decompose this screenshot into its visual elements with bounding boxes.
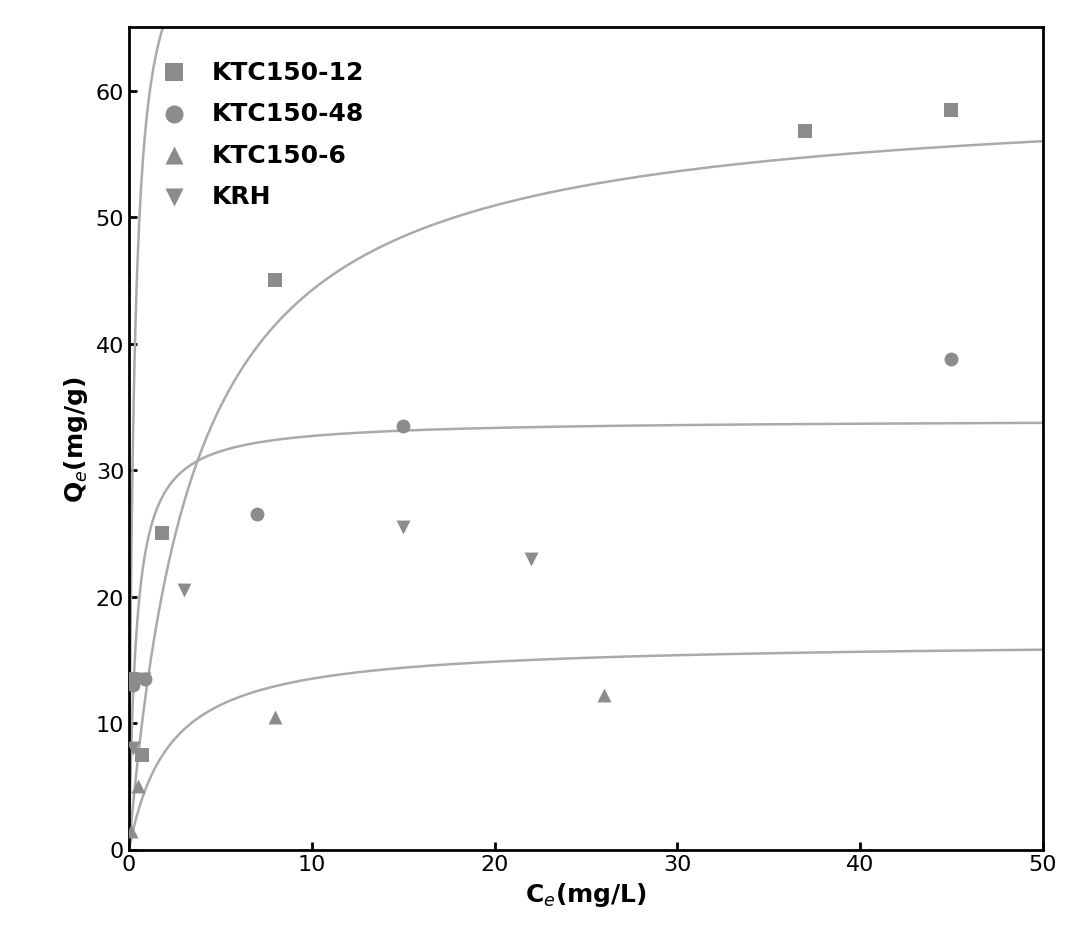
KTC150-12 [267,274,284,289]
KTC150-6 [129,779,146,794]
KTC150-48 [137,671,154,686]
KTC150-6 [596,688,613,703]
KTC150-48 [248,507,266,522]
KTC150-12 [154,526,171,541]
X-axis label: C$_e$(mg/L): C$_e$(mg/L) [525,880,647,908]
KTC150-12 [133,748,151,763]
KTC150-6 [267,709,284,724]
KTC150-6 [123,823,140,838]
KRH [124,741,141,756]
KTC150-12 [124,671,141,686]
KTC150-48 [124,678,141,693]
KTC150-48 [943,352,960,367]
KTC150-12 [943,103,960,118]
KRH [135,671,153,686]
Y-axis label: Q$_e$(mg/g): Q$_e$(mg/g) [62,376,90,502]
KTC150-12 [797,125,814,140]
Legend: KTC150-12, KTC150-48, KTC150-6, KRH: KTC150-12, KTC150-48, KTC150-6, KRH [142,41,384,229]
KRH [522,551,540,566]
KRH [395,520,412,535]
KTC150-48 [395,419,412,434]
KRH [175,583,192,598]
